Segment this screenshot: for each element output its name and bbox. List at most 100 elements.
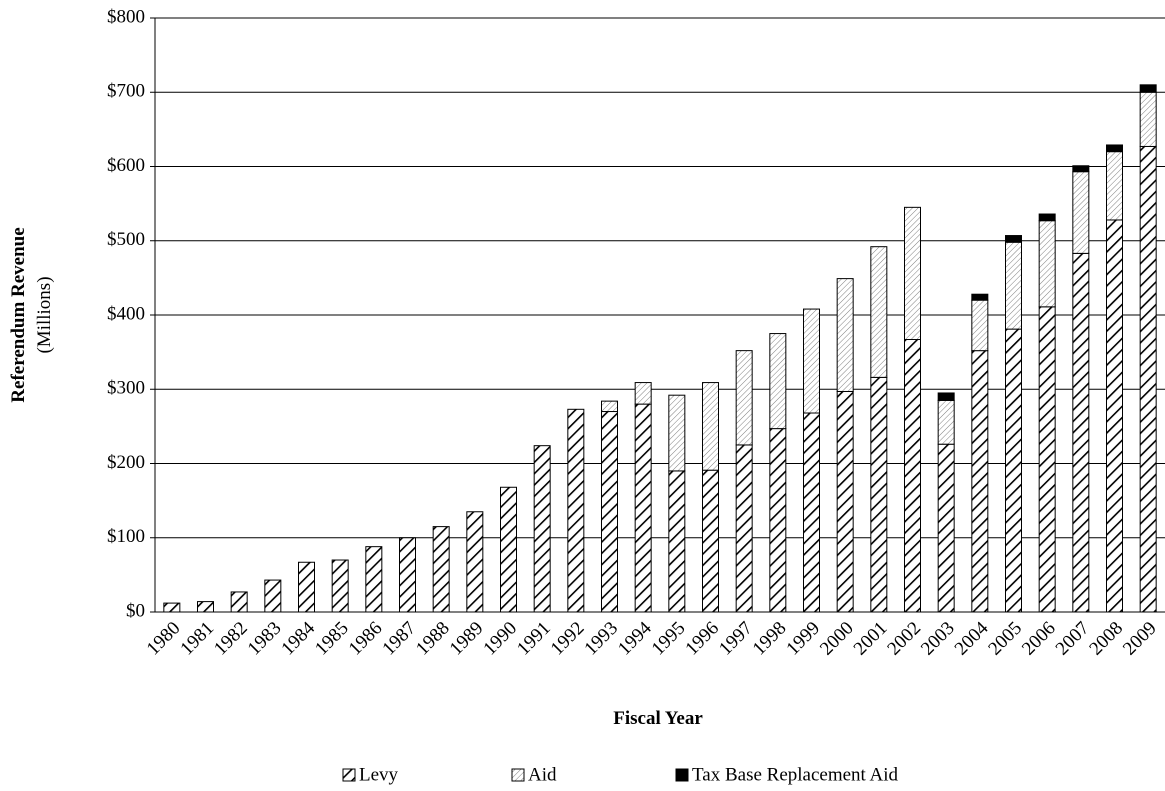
x-tick-label: 1980 — [143, 618, 185, 660]
y-axis-title: Referendum Revenue — [8, 227, 29, 402]
x-tick-label: 2008 — [1085, 618, 1127, 660]
bar-segment — [1038, 213, 1056, 222]
bar-segment — [702, 382, 719, 471]
x-tick-label: 1986 — [345, 618, 387, 660]
bar-segment — [466, 511, 484, 613]
y-tick-label: $500 — [107, 229, 145, 250]
x-tick-label: 1988 — [412, 618, 454, 660]
x-tick-label: 1987 — [378, 618, 420, 660]
bar-segment — [769, 333, 787, 430]
x-tick-label: 1990 — [479, 618, 521, 660]
x-tick-label: 2007 — [1052, 618, 1094, 660]
bar-segment — [1005, 328, 1022, 613]
bar-segment — [971, 293, 989, 301]
bar-segment — [937, 392, 955, 401]
x-tick-label: 1981 — [176, 618, 218, 660]
x-tick-label: 1985 — [311, 618, 353, 660]
x-tick-label: 1983 — [244, 618, 286, 660]
bar-segment — [230, 591, 248, 613]
bar-segment — [971, 299, 989, 352]
bar-segment — [1005, 235, 1022, 243]
bar-segment — [1106, 144, 1123, 153]
bar-segment — [365, 546, 383, 613]
bar-segment — [668, 394, 686, 472]
x-tick-label: 2001 — [850, 618, 892, 660]
bar-segment — [298, 561, 315, 613]
bar-segment — [1038, 306, 1056, 613]
bar-segment — [264, 579, 282, 613]
bar-segment — [1038, 220, 1056, 308]
bar-segment — [702, 469, 719, 613]
bar-segment — [399, 537, 416, 613]
bar-segment — [1106, 219, 1123, 613]
y-tick-label: $800 — [107, 6, 145, 27]
bar-segment — [937, 443, 955, 613]
bar-segment — [937, 399, 955, 445]
x-axis-title: Fiscal Year — [613, 708, 703, 729]
legend-marker — [675, 768, 689, 782]
x-tick-label: 1998 — [749, 618, 791, 660]
y-axis-subtitle: (Millions) — [34, 276, 55, 353]
x-tick-label: 1999 — [782, 618, 824, 660]
y-tick-label: $100 — [107, 526, 145, 547]
bar-segment — [668, 470, 686, 613]
y-tick-label: $0 — [126, 600, 145, 621]
legend-label: Tax Base Replacement Aid — [692, 764, 899, 785]
x-tick-label: 2005 — [984, 618, 1026, 660]
bar-segment — [803, 308, 820, 414]
x-tick-label: 2000 — [816, 618, 858, 660]
bar-segment — [904, 206, 921, 341]
x-tick-label: 1993 — [580, 618, 622, 660]
bar-segment — [904, 339, 921, 613]
bar-segment — [870, 246, 888, 378]
x-tick-label: 1982 — [210, 618, 252, 660]
bar-segment — [432, 526, 450, 613]
y-tick-label: $200 — [107, 452, 145, 473]
x-tick-label: 1989 — [446, 618, 488, 660]
bar-segment — [1072, 252, 1090, 613]
bar-segment — [1106, 151, 1123, 221]
y-tick-label: $700 — [107, 81, 145, 102]
x-tick-label: 1994 — [614, 617, 656, 659]
y-tick-label: $600 — [107, 155, 145, 176]
bar-segment — [331, 559, 349, 613]
x-tick-label: 2009 — [1119, 618, 1161, 660]
bar-segment — [1072, 165, 1090, 173]
bar-segment — [803, 412, 820, 613]
legend-marker — [511, 768, 525, 782]
bar-segment — [634, 403, 652, 613]
bar-segment — [500, 486, 517, 613]
x-tick-label: 1984 — [277, 617, 319, 659]
x-tick-label: 1991 — [513, 618, 555, 660]
x-tick-label: 1996 — [681, 618, 723, 660]
bar-segment — [735, 444, 753, 613]
legend-label: Aid — [528, 764, 557, 785]
bar-segment — [601, 411, 618, 613]
x-tick-label: 1992 — [547, 618, 589, 660]
x-tick-label: 2003 — [917, 618, 959, 660]
bar-segment — [567, 408, 585, 613]
x-tick-label: 2002 — [883, 618, 925, 660]
bar-segment — [870, 376, 888, 613]
x-tick-label: 1997 — [715, 618, 757, 660]
bar-segment — [634, 382, 652, 405]
x-tick-label: 2004 — [951, 617, 993, 659]
bar-segment — [769, 428, 787, 613]
bar-segment — [533, 445, 551, 613]
bar-segment — [1005, 241, 1022, 330]
bar-segment — [163, 602, 181, 613]
y-tick-label: $300 — [107, 378, 145, 399]
bar-segment — [1139, 145, 1157, 613]
y-tick-label: $400 — [107, 303, 145, 324]
bar-segment — [1072, 171, 1090, 254]
x-tick-label: 2006 — [1018, 618, 1060, 660]
bar-segment — [1139, 91, 1157, 147]
legend-marker — [342, 768, 356, 782]
bar-segment — [971, 350, 989, 613]
bar-segment — [836, 390, 854, 613]
bar-segment — [836, 278, 854, 392]
legend-label: Levy — [359, 764, 399, 785]
bar-segment — [1139, 84, 1157, 93]
bar-segment — [197, 601, 214, 613]
